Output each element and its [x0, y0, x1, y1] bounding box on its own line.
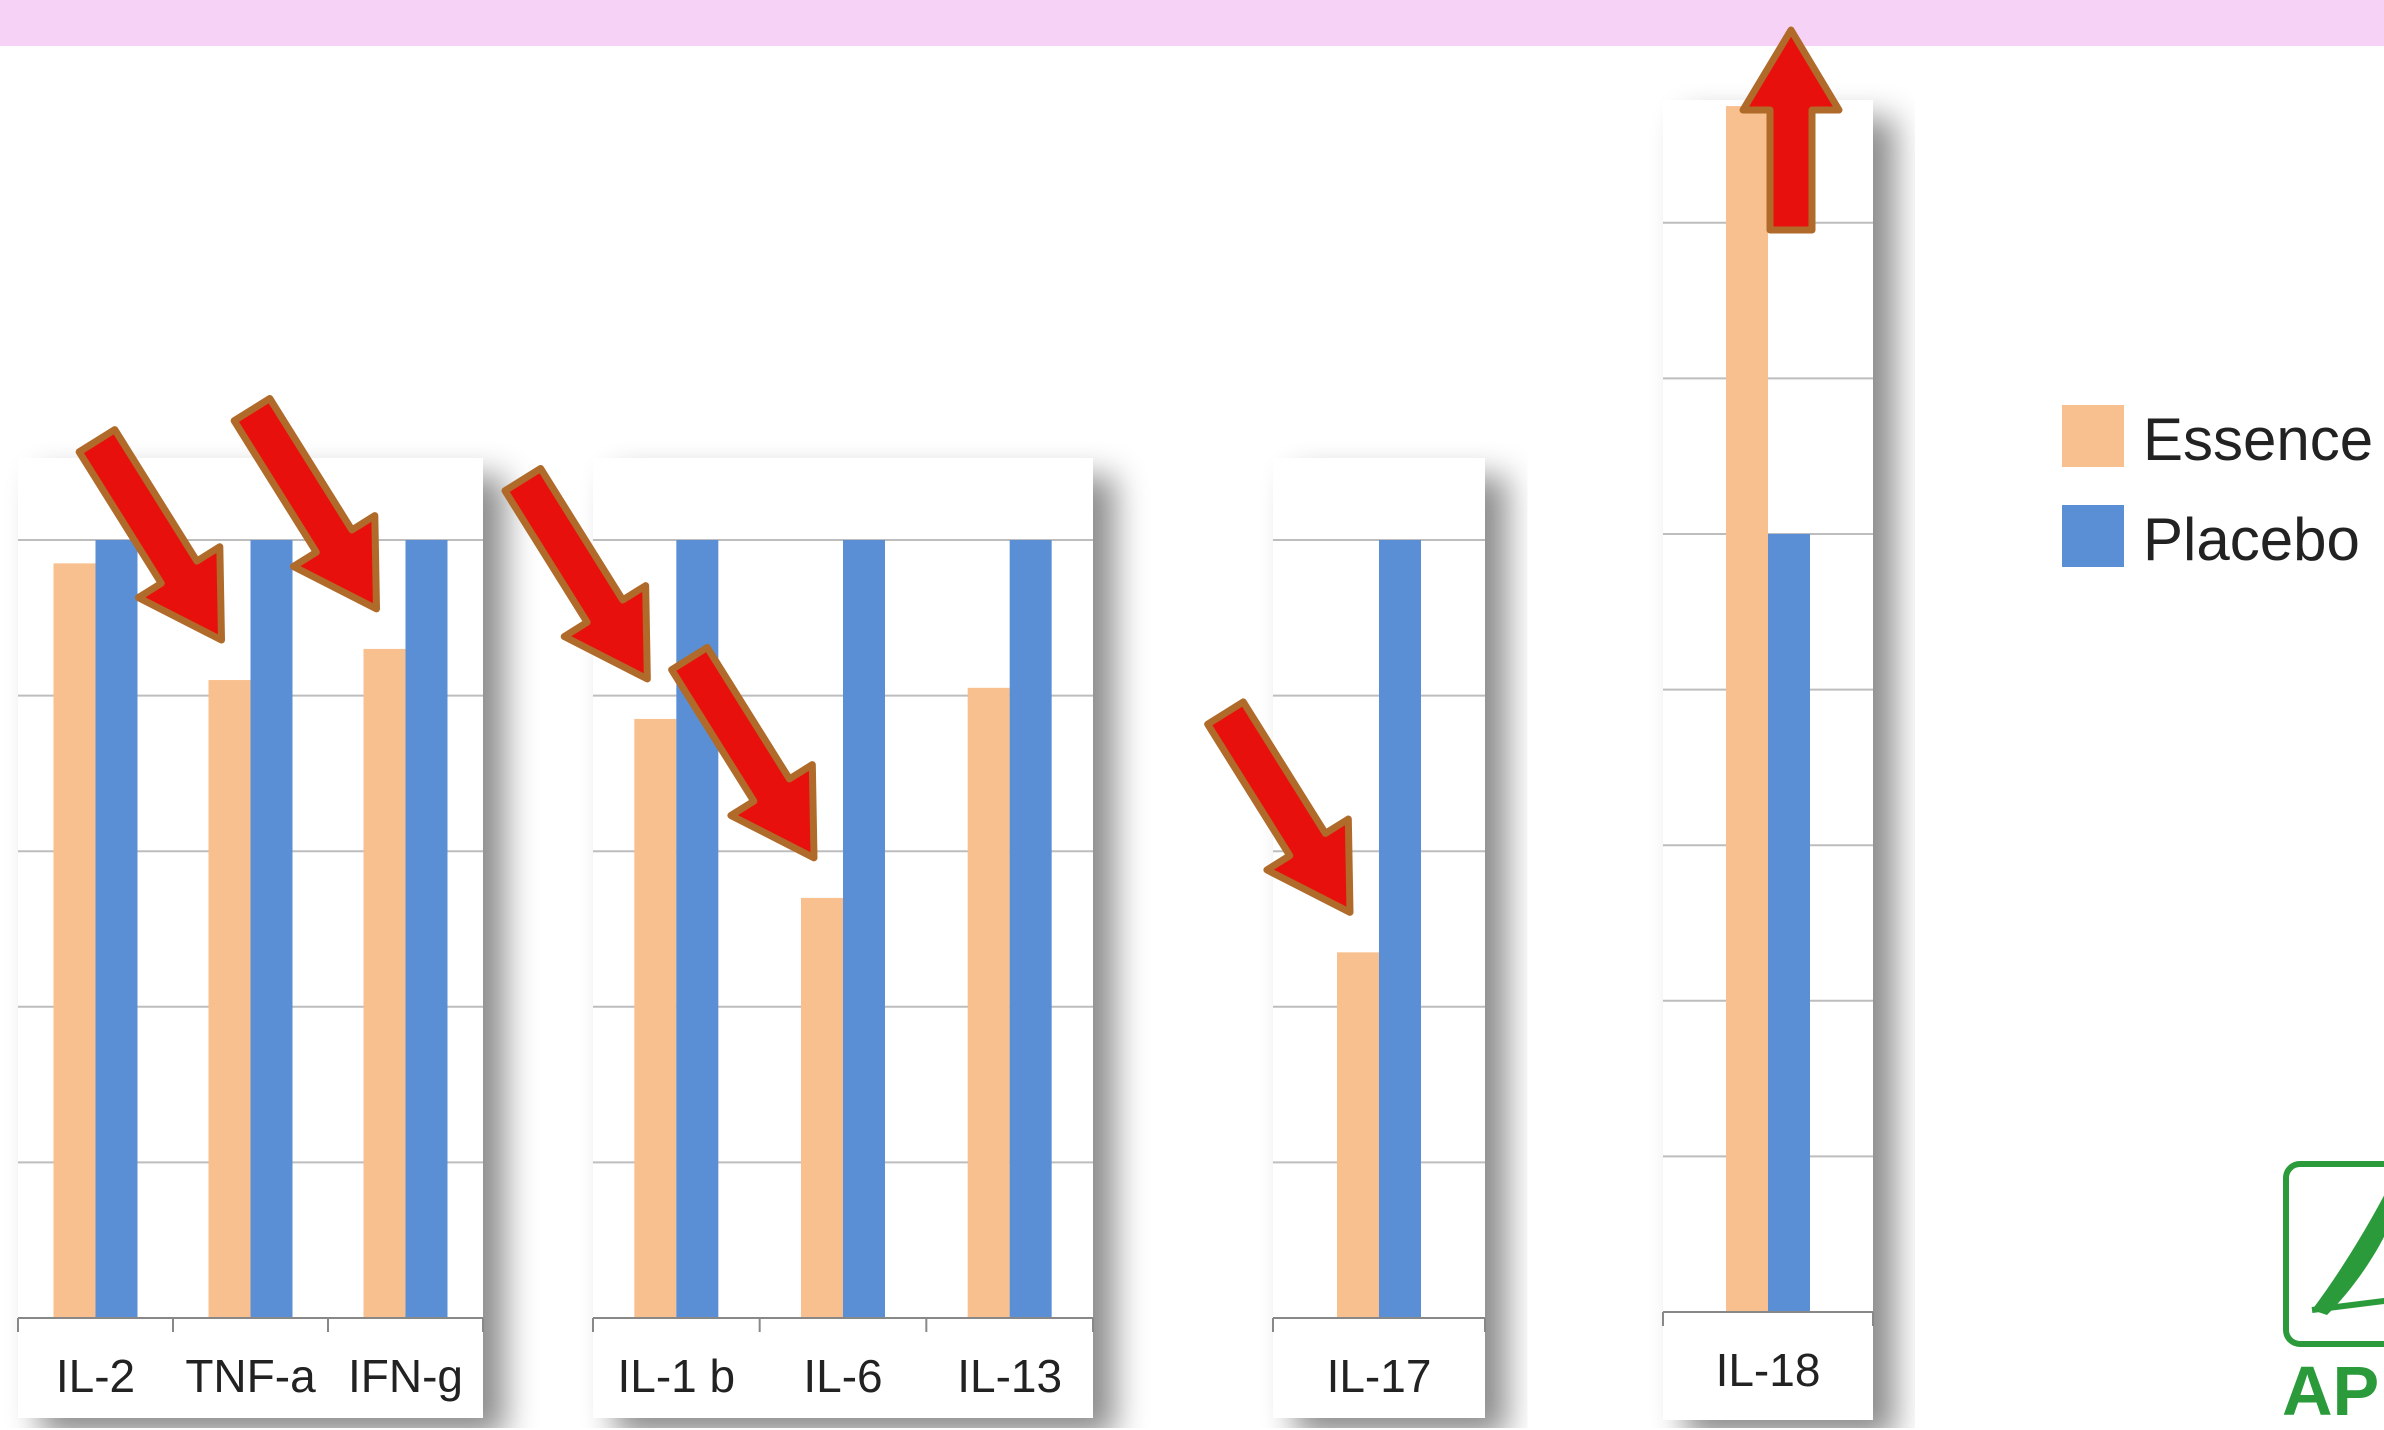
- tick-label: IL-2: [56, 1350, 135, 1402]
- chart-panel-2: IL-1 b IL-6 IL-13: [592, 458, 1094, 1418]
- tick-label: IL-6: [803, 1350, 882, 1402]
- bar-placebo-il-2: [95, 540, 138, 1318]
- bar-placebo-il-17: [1379, 540, 1421, 1318]
- tick-label: IL-1 b: [618, 1350, 736, 1402]
- chart-panel-4: IL-18: [1662, 100, 1874, 1420]
- arrow-shape: [1739, 26, 1843, 234]
- arrow-shape: [230, 395, 381, 613]
- svg-text:AP: AP: [2282, 1352, 2379, 1430]
- arrow-shape: [75, 426, 225, 644]
- arrow-up-il-18: [1739, 26, 1843, 234]
- tick-label: TNF-a: [185, 1350, 316, 1402]
- bar-placebo-il-6: [843, 540, 885, 1318]
- legend-label-essence: Essence: [2143, 406, 2373, 473]
- tick-label: IL-18: [1716, 1344, 1821, 1396]
- arrow-down-il-1b: [501, 465, 651, 683]
- bar-placebo-tnf-a: [250, 540, 293, 1318]
- arrow-shape: [1204, 698, 1354, 916]
- chart-panel-3: IL-17: [1272, 458, 1486, 1418]
- bar-essence-il-1b: [634, 718, 677, 1318]
- tick-label: IFN-g: [348, 1350, 463, 1402]
- arrow-shape: [501, 465, 651, 683]
- bar-essence-il-6: [801, 897, 843, 1318]
- top-banner-right: [1995, 0, 2384, 46]
- legend: Essence Placebo: [2062, 405, 2373, 573]
- arrow-down-il-6: [668, 643, 818, 862]
- top-banner: [0, 0, 1995, 46]
- bar-essence-tnf-a: [208, 680, 251, 1318]
- legend-swatch-placebo: [2062, 505, 2124, 567]
- arrow-shape: [668, 643, 818, 862]
- tick-label: IL-13: [957, 1350, 1062, 1402]
- legend-label-placebo: Placebo: [2143, 506, 2360, 573]
- arrow-down-il-17: [1204, 698, 1354, 916]
- tick-label: IL-17: [1327, 1350, 1432, 1402]
- bar-essence-il-18: [1726, 106, 1768, 1313]
- bar-placebo-il-18: [1768, 534, 1810, 1312]
- company-logo-icon: AP: [2282, 1161, 2384, 1430]
- bar-placebo-il-13: [1009, 540, 1052, 1318]
- bar-essence-il-2: [53, 563, 96, 1318]
- bar-essence-il-17: [1337, 952, 1379, 1318]
- bar-placebo-ifn-g: [405, 540, 448, 1318]
- arrow-down-ifn-g: [230, 395, 381, 613]
- bar-essence-ifn-g: [363, 648, 406, 1318]
- chart-panel-1: IL-2 TNF-a IFN-g: [17, 458, 484, 1418]
- bar-essence-il-13: [967, 687, 1010, 1318]
- arrow-down-tnf-a: [75, 426, 225, 644]
- legend-swatch-essence: [2062, 405, 2124, 467]
